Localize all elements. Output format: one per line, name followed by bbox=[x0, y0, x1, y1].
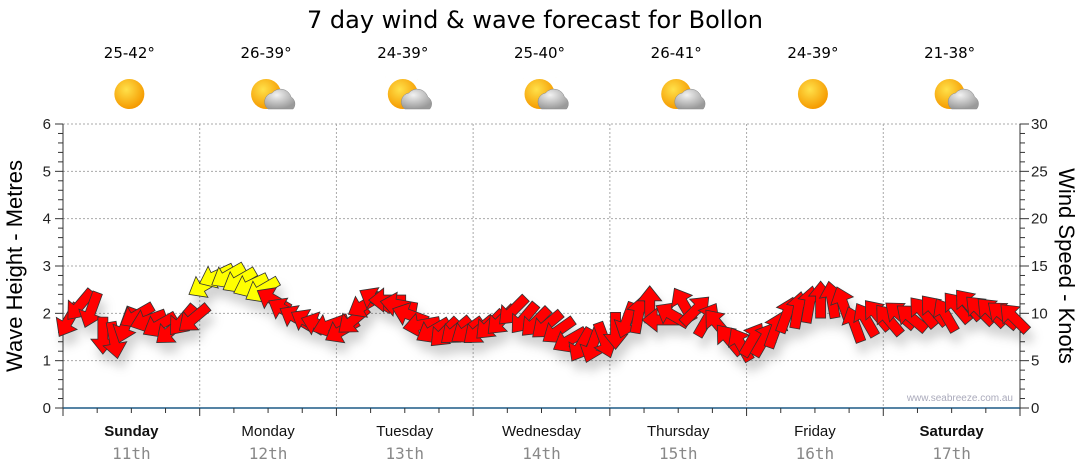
sun-icon bbox=[787, 69, 838, 119]
cloud-shape bbox=[674, 88, 706, 110]
wind-arrow bbox=[102, 320, 128, 360]
temperature-range: 21-38° bbox=[924, 44, 975, 62]
sun-ray bbox=[127, 76, 148, 97]
right-tick-label: 30 bbox=[1031, 116, 1048, 133]
sun-cloud-icon bbox=[514, 69, 569, 119]
sun-ray bbox=[658, 91, 679, 112]
watermark: www.seabreeze.com.au bbox=[906, 393, 1013, 404]
right-tick-label: 5 bbox=[1031, 353, 1039, 370]
left-tick-label: 5 bbox=[43, 163, 51, 180]
right-tick-label: 20 bbox=[1031, 211, 1048, 228]
sun-ray bbox=[674, 76, 694, 97]
sun-ray bbox=[248, 91, 269, 112]
sun-ray bbox=[947, 76, 968, 97]
day-label: Saturday bbox=[920, 423, 985, 440]
left-tick-label: 0 bbox=[43, 400, 51, 417]
sun-ray bbox=[537, 76, 558, 97]
date-label: 17th bbox=[932, 444, 971, 463]
cloud-shape bbox=[947, 88, 979, 110]
temperature-range: 24-39° bbox=[787, 44, 838, 62]
left-tick-label: 4 bbox=[43, 211, 51, 228]
temperature-range: 26-41° bbox=[651, 44, 702, 62]
chart-title: 7 day wind & wave forecast for Bollon bbox=[307, 6, 763, 34]
date-label: 11th bbox=[112, 444, 151, 463]
day-label: Tuesday bbox=[376, 423, 433, 440]
sun-disc bbox=[114, 79, 145, 109]
wind-arrow bbox=[402, 312, 441, 338]
sun-ray bbox=[931, 91, 952, 112]
left-tick-label: 6 bbox=[43, 116, 51, 133]
cloud-shape bbox=[537, 88, 569, 110]
left-tick-label: 2 bbox=[43, 305, 51, 322]
sun-cloud-icon bbox=[651, 69, 706, 119]
temperature-range: 25-42° bbox=[104, 44, 155, 62]
day-label: Thursday bbox=[647, 423, 710, 440]
sun-ray bbox=[263, 76, 284, 97]
temperature-range: 26-39° bbox=[241, 44, 292, 62]
sun-icon bbox=[104, 69, 155, 119]
temperature-range: 24-39° bbox=[377, 44, 428, 62]
left-tick-label: 1 bbox=[43, 353, 51, 370]
sun-disc bbox=[797, 79, 828, 109]
cloud-shape bbox=[401, 88, 432, 110]
date-label: 13th bbox=[386, 444, 425, 463]
right-tick-label: 0 bbox=[1031, 400, 1039, 417]
date-label: 12th bbox=[249, 444, 288, 463]
date-label: 16th bbox=[796, 444, 835, 463]
day-label: Friday bbox=[794, 423, 836, 440]
right-axis-label: Wind Speed - Knots bbox=[1054, 168, 1079, 364]
right-tick-label: 25 bbox=[1031, 163, 1048, 180]
sun-ray bbox=[385, 91, 405, 112]
day-label: Monday bbox=[241, 423, 295, 440]
day-label: Sunday bbox=[104, 423, 159, 440]
day-label: Wednesday bbox=[502, 423, 581, 440]
date-label: 14th bbox=[522, 444, 561, 463]
sun-ray bbox=[810, 76, 831, 97]
right-tick-label: 15 bbox=[1031, 258, 1048, 275]
wind-arrow bbox=[178, 302, 212, 331]
sun-ray bbox=[795, 91, 816, 112]
cloud-shape bbox=[264, 88, 296, 110]
left-tick-label: 3 bbox=[43, 258, 51, 275]
left-axis-label: Wave Height - Metres bbox=[2, 160, 27, 372]
date-label: 15th bbox=[659, 444, 698, 463]
sun-ray bbox=[400, 76, 421, 97]
sun-cloud-icon bbox=[377, 69, 432, 119]
sun-cloud-icon bbox=[924, 69, 979, 119]
right-tick-label: 10 bbox=[1031, 305, 1048, 322]
wind-arrow bbox=[1000, 304, 1032, 335]
temperature-range: 25-40° bbox=[514, 44, 565, 62]
wind-arrow bbox=[944, 292, 974, 326]
wind-arrow bbox=[78, 290, 103, 329]
sun-cloud-icon bbox=[241, 69, 296, 119]
sun-ray bbox=[521, 91, 542, 112]
